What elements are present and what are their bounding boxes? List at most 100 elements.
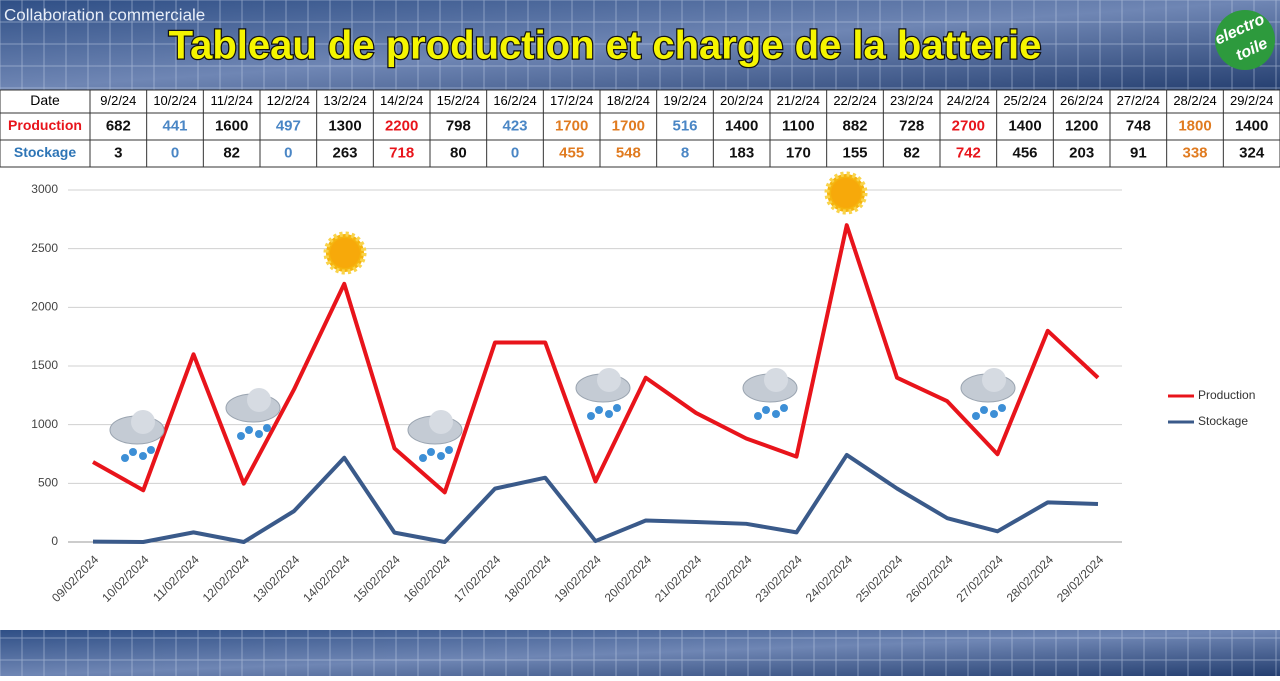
table-value: 8 [681,144,689,161]
rain-icon [742,368,798,420]
y-tick-label: 2500 [31,241,58,255]
x-tick-label: 14/02/2024 [300,552,353,605]
raindrop [437,452,445,460]
rain-icon [109,410,165,462]
table-value: 1800 [1178,117,1211,134]
table-value: 1100 [782,117,815,134]
x-tick-label: 21/02/2024 [652,552,705,605]
table-value: 1400 [1008,117,1041,134]
cloud [982,368,1006,392]
raindrop [237,432,245,440]
raindrop [980,406,988,414]
y-tick-label: 3000 [31,182,58,196]
raindrop [605,410,613,418]
table-date: 24/2/24 [947,93,990,108]
table-date: 11/2/24 [210,93,252,108]
table-date: 29/2/24 [1230,93,1273,108]
footer-pattern [0,630,1280,676]
legend-label: Production [1198,388,1255,402]
table-date: 14/2/24 [380,93,423,108]
table-value: 1700 [612,117,645,134]
table-value: 263 [332,144,357,161]
x-tick-label: 15/02/2024 [350,552,403,605]
table-date: 18/2/24 [607,93,650,108]
x-tick-label: 17/02/2024 [451,552,504,605]
table-value: 3 [114,144,122,161]
weather-icons [323,171,868,275]
table-value: 798 [446,117,471,134]
x-tick-label: 12/02/2024 [200,552,253,605]
series-line [92,223,1100,495]
caption: Collaboration commerciale [4,5,205,24]
raindrop [245,426,253,434]
table-date: 27/2/24 [1117,93,1160,108]
table-date: 22/2/24 [833,93,876,108]
y-tick-label: 2000 [31,300,58,314]
table-date: 10/2/24 [153,93,196,108]
raindrop [762,406,770,414]
x-tick-label: 26/02/2024 [903,552,956,605]
table-date: 12/2/24 [267,93,310,108]
row-label: Stockage [14,144,76,160]
x-tick-label: 25/02/2024 [853,552,906,605]
header-pattern [0,0,1280,90]
table-value: 748 [1126,117,1151,134]
raindrop [255,430,263,438]
table-value: 423 [502,117,527,134]
cloud [429,410,453,434]
raindrop [147,446,155,454]
page-title: Tableau de production et charge de la ba… [169,24,1042,68]
table-date: 19/2/24 [663,93,706,108]
table-value: 728 [899,117,924,134]
series-line [92,452,1099,544]
x-tick-label: 18/02/2024 [501,552,554,605]
table-value: 516 [672,117,697,134]
x-tick-label: 13/02/2024 [250,552,303,605]
raindrop [121,454,129,462]
raindrop [972,412,980,420]
raindrop [139,452,147,460]
table-date: 25/2/24 [1003,93,1046,108]
table-value: 1600 [215,117,248,134]
rain-icon [407,410,463,462]
raindrop [772,410,780,418]
raindrop [998,404,1006,412]
raindrop [595,406,603,414]
legend-label: Stockage [1198,414,1248,428]
raindrop [990,410,998,418]
table-value: 441 [162,117,187,134]
raindrop [263,424,271,432]
table-date: 9/2/24 [100,93,136,108]
table-value: 82 [903,144,920,161]
table-value: 1400 [725,117,758,134]
rain-icon [575,368,631,420]
table-date: 20/2/24 [720,93,763,108]
x-tick-label: 19/02/2024 [551,552,604,605]
raindrop [754,412,762,420]
y-tick-label: 500 [38,476,58,490]
y-tick-label: 1000 [31,417,58,431]
table-value: 183 [729,144,754,161]
x-tick-label: 16/02/2024 [401,552,454,605]
x-tick-label: 23/02/2024 [752,552,805,605]
raindrop [419,454,427,462]
table-value: 882 [842,117,867,134]
x-tick-label: 27/02/2024 [953,552,1006,605]
table-date: 26/2/24 [1060,93,1103,108]
table-value: 155 [842,144,867,161]
table-value: 2200 [385,117,418,134]
table-value: 718 [389,144,414,161]
table-date: 21/2/24 [777,93,820,108]
table-value: 682 [106,117,131,134]
table-date: 28/2/24 [1173,93,1216,108]
table-date: 23/2/24 [890,93,933,108]
table-value: 338 [1182,144,1207,161]
table-value: 0 [171,144,179,161]
cloud [597,368,621,392]
cloud [247,388,271,412]
rain-icon [225,388,281,440]
table-date: 13/2/24 [323,93,366,108]
x-tick-label: 29/02/2024 [1054,552,1107,605]
cloud [764,368,788,392]
